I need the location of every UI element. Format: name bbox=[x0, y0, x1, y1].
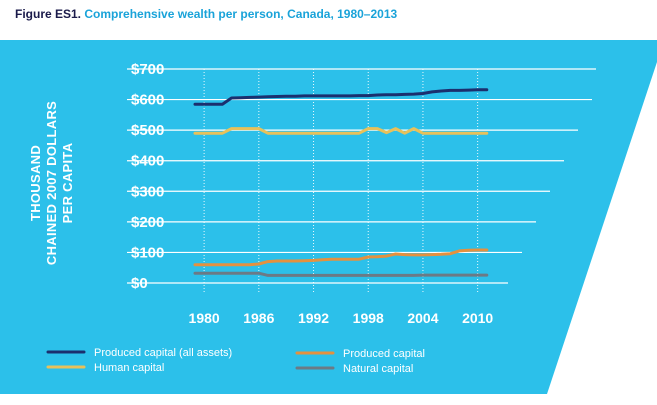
y-tick-label: $0 bbox=[131, 275, 148, 292]
y-tick-label: $500 bbox=[131, 122, 164, 139]
legend: Produced capital (all assets) Human capit… bbox=[46, 347, 425, 375]
series-line-human-capital bbox=[193, 127, 489, 135]
y-tick-labels: $0 $100 $200 $300 $400 $500 $600 $700 bbox=[131, 61, 164, 292]
y-axis-label: THOUSAND CHAINED 2007 DOLLARS PER CAPITA bbox=[28, 101, 75, 265]
y-tick-label: $300 bbox=[131, 183, 164, 200]
y-axis-label-line: CHAINED 2007 DOLLARS bbox=[44, 101, 59, 265]
figure-title-text: Comprehensive wealth per person, Canada,… bbox=[84, 7, 398, 21]
y-axis-label-line: THOUSAND bbox=[28, 145, 43, 221]
series-line-natural-capital bbox=[193, 271, 489, 277]
x-tick-labels: 1980 1986 1992 1998 2004 2010 bbox=[189, 310, 494, 326]
x-tick-label: 2004 bbox=[407, 310, 438, 326]
legend-label: Produced capital bbox=[343, 348, 425, 360]
y-tick-label: $200 bbox=[131, 214, 164, 231]
legend-label: Natural capital bbox=[343, 363, 413, 375]
x-tick-label: 1980 bbox=[189, 310, 220, 326]
series-line-produced-capital bbox=[193, 248, 489, 267]
y-tick-label: $400 bbox=[131, 153, 164, 170]
y-tick-label: $700 bbox=[131, 61, 164, 78]
x-tick-label: 1998 bbox=[353, 310, 384, 326]
y-tick-label: $100 bbox=[131, 244, 164, 261]
figure-label: Figure ES1. bbox=[15, 7, 82, 21]
x-tick-label: 1986 bbox=[243, 310, 274, 326]
series-line-produced-capital-all-assets bbox=[193, 88, 489, 106]
figure-title: Figure ES1. Comprehensive wealth per per… bbox=[15, 7, 397, 21]
chart-panel bbox=[0, 40, 657, 394]
horizontal-grid bbox=[127, 68, 596, 284]
legend-label: Human capital bbox=[94, 362, 164, 374]
x-tick-label: 2010 bbox=[462, 310, 493, 326]
x-tick-label: 1992 bbox=[298, 310, 329, 326]
series-lines bbox=[193, 88, 489, 277]
legend-label: Produced capital (all assets) bbox=[94, 347, 232, 359]
y-tick-label: $600 bbox=[131, 92, 164, 109]
y-axis-label-line: PER CAPITA bbox=[60, 142, 75, 223]
